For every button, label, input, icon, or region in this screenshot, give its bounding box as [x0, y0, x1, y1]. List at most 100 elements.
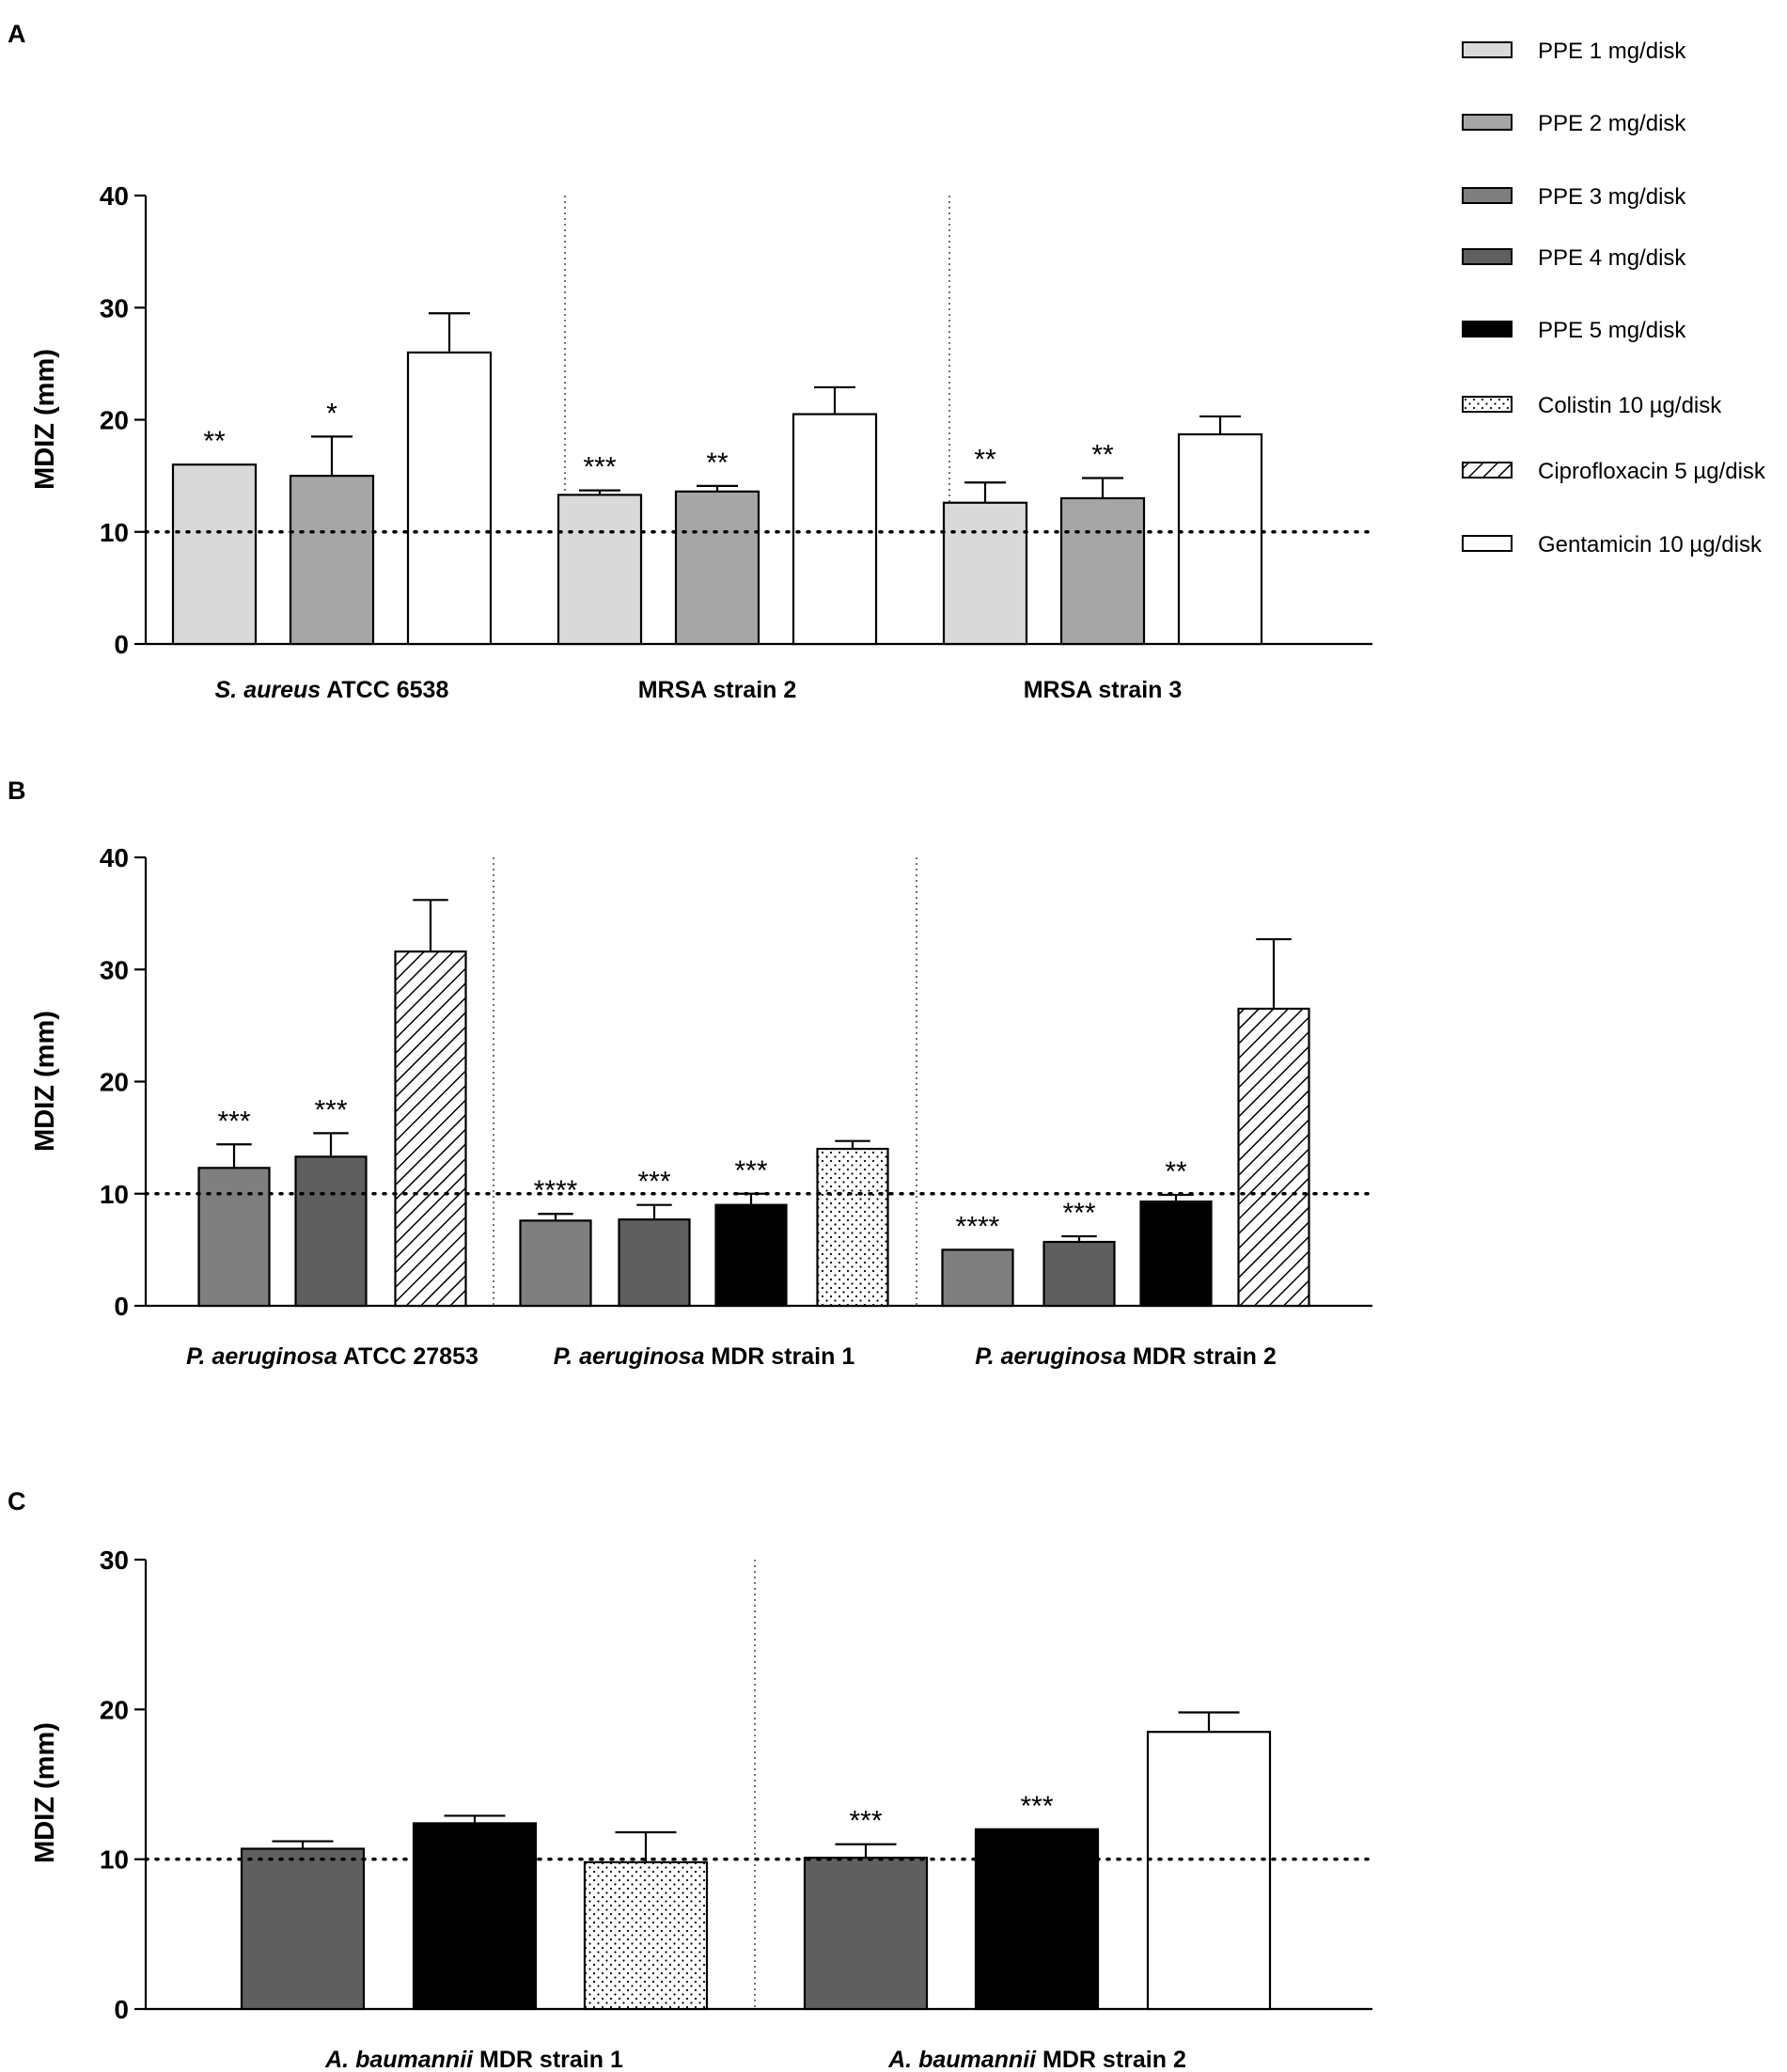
bar-ppe3 [519, 1219, 592, 1308]
y-tick-label: 10 [100, 1845, 129, 1875]
y-tick-label: 0 [114, 630, 129, 659]
legend-swatch [1462, 248, 1513, 265]
group-label-species: A. baumannii [324, 2047, 474, 2072]
bar-cipro [1237, 1007, 1310, 1308]
legend-item-ppe3: PPE 3 mg/disk [1462, 184, 1686, 210]
y-tick-label: 10 [100, 518, 129, 547]
y-tick-label: 30 [100, 955, 129, 984]
bar-ppe4 [240, 1847, 366, 2011]
group-label-strain: MDR strain 2 [1036, 2047, 1186, 2072]
legend-item-cipro: Ciprofloxacin 5 µg/disk [1462, 459, 1766, 484]
significance-label: *** [217, 1106, 250, 1137]
group-label-strain: MDR strain 1 [473, 2047, 623, 2072]
bar-ppe3 [197, 1167, 271, 1308]
bar-ppe4 [1042, 1240, 1116, 1308]
legend-item-ppe2: PPE 2 mg/disk [1462, 111, 1686, 136]
significance-label: **** [956, 1211, 1000, 1242]
group-label-strain: MDR strain 1 [704, 1343, 854, 1370]
legend-label: PPE 5 mg/disk [1538, 318, 1686, 343]
y-tick-label: 0 [114, 1292, 129, 1321]
group-label: P. aeruginosa MDR strain 2 [975, 1343, 1276, 1370]
bar-genta [406, 351, 493, 646]
bar-ppe2 [1059, 496, 1146, 646]
bar-genta [792, 413, 878, 646]
significance-label: **** [534, 1175, 578, 1206]
y-tick-label: 20 [100, 1068, 129, 1097]
panel-letter-c: C [8, 1487, 26, 1515]
legend-label: Colistin 10 µg/disk [1538, 393, 1722, 418]
group-label-strain: MRSA strain 2 [638, 677, 797, 703]
significance-label: ** [1165, 1156, 1187, 1187]
group-label-species: A. baumannii [887, 2047, 1037, 2072]
legend-swatch [1462, 462, 1513, 479]
bar-genta [1146, 1731, 1272, 2011]
group-label: A. baumannii MDR strain 2 [887, 2047, 1186, 2072]
y-tick-label: 30 [100, 1546, 129, 1575]
y-tick-label: 30 [100, 293, 129, 322]
significance-label: *** [734, 1155, 767, 1186]
bar-genta [1177, 432, 1263, 646]
significance-label: *** [849, 1806, 882, 1837]
significance-label: ** [706, 447, 729, 479]
legend-swatch [1462, 187, 1513, 204]
bar-ppe2 [674, 490, 760, 646]
group-label-species: S. aureus [215, 677, 321, 703]
legend-swatch [1462, 535, 1513, 552]
significance-label: *** [314, 1094, 347, 1125]
y-axis-title-c: MDIZ (mm) [30, 1722, 60, 1863]
bar-ppe4 [618, 1218, 691, 1308]
bar-colistin [816, 1147, 889, 1308]
y-tick-label: 40 [100, 181, 129, 211]
significance-label: * [326, 398, 337, 429]
group-label-species: P. aeruginosa [975, 1343, 1126, 1370]
legend-item-colistin: Colistin 10 µg/disk [1462, 393, 1722, 418]
significance-label: ** [974, 444, 996, 475]
significance-label: *** [583, 452, 616, 483]
legend-swatch [1462, 396, 1513, 413]
bar-ppe2 [289, 475, 375, 646]
legend-label: PPE 1 mg/disk [1538, 39, 1686, 64]
legend-item-ppe5: PPE 5 mg/disk [1462, 318, 1686, 343]
bar-colistin [583, 1860, 709, 2011]
panel-letter-b: B [8, 777, 26, 805]
bar-ppe4 [294, 1155, 368, 1308]
group-label-strain: ATCC 27853 [337, 1343, 478, 1370]
panel-c: 0 10 20 30 A. baumannii MDR strain 1 *** *** A.… [100, 1546, 1374, 2072]
group-label: P. aeruginosa MDR strain 1 [554, 1343, 855, 1370]
bar-ppe5 [412, 1822, 538, 2011]
legend-label: Ciprofloxacin 5 µg/disk [1538, 459, 1766, 484]
group-label-species: P. aeruginosa [554, 1343, 705, 1370]
significance-label: *** [1020, 1791, 1053, 1822]
y-tick-label: 20 [100, 1695, 129, 1724]
group-label: S. aureus ATCC 6538 [215, 677, 449, 703]
significance-label: ** [203, 426, 226, 457]
bar-ppe1 [556, 494, 643, 646]
legend-item-ppe4: PPE 4 mg/disk [1462, 245, 1686, 271]
y-axis-title-a: MDIZ (mm) [30, 349, 60, 490]
bar-ppe1 [171, 463, 258, 646]
bar-ppe3 [941, 1248, 1014, 1308]
y-tick-label: 40 [100, 843, 129, 872]
legend-label: PPE 2 mg/disk [1538, 111, 1686, 136]
legend-item-genta: Gentamicin 10 µg/disk [1462, 532, 1763, 557]
significance-label: *** [1062, 1198, 1095, 1229]
legend-swatch [1462, 321, 1513, 337]
legend-label: PPE 4 mg/disk [1538, 245, 1686, 271]
group-label-strain: ATCC 6538 [321, 677, 448, 703]
group-label: MRSA strain 2 [638, 677, 797, 703]
y-tick-label: 0 [114, 1995, 129, 2024]
bar-cipro [394, 950, 467, 1308]
legend-label: Gentamicin 10 µg/disk [1538, 532, 1763, 557]
bar-ppe5 [1139, 1200, 1213, 1308]
group-label-strain: MRSA strain 3 [1024, 677, 1183, 703]
bar-ppe4 [803, 1856, 929, 2011]
legend-label: PPE 3 mg/disk [1538, 184, 1686, 210]
legend-swatch [1462, 41, 1513, 58]
legend-swatch [1462, 114, 1513, 131]
significance-label: ** [1091, 440, 1114, 471]
bar-ppe5 [974, 1828, 1100, 2011]
legend: PPE 1 mg/disk PPE 2 mg/disk PPE 3 mg/disk P… [1462, 39, 1766, 557]
